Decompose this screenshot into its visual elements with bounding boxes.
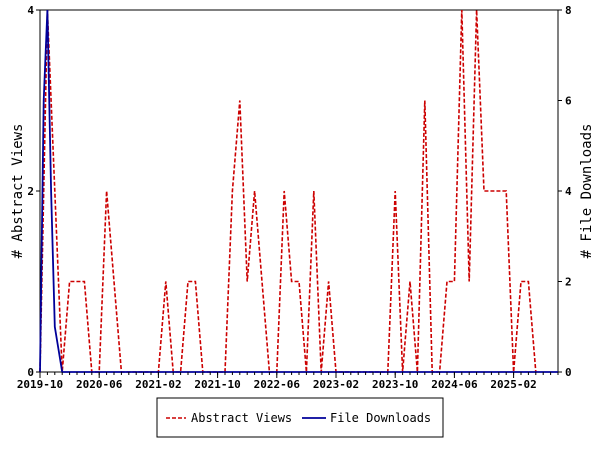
x-tick-label: 2021-10 <box>194 378 240 391</box>
y-right-tick-label: 8 <box>565 4 572 17</box>
x-tick-label: 2021-02 <box>135 378 181 391</box>
y-right-tick-label: 4 <box>565 185 572 198</box>
x-tick-label: 2019-10 <box>17 378 63 391</box>
x-tick-label: 2023-10 <box>372 378 418 391</box>
y-left-tick-label: 0 <box>27 366 34 379</box>
y-right-tick-label: 2 <box>565 276 572 289</box>
axes-layer: 0 2 4 0 2 4 6 8 2019-10 2020-06 2021-02 2021-10 2022… <box>10 4 595 391</box>
legend-label-abstract-views: Abstract Views <box>191 411 292 425</box>
x-tick-label: 2023-02 <box>313 378 359 391</box>
x-tick-label: 2020-06 <box>76 378 123 391</box>
y-left-tick-label: 2 <box>27 185 34 198</box>
y-left-axis-title: # Abstract Views <box>10 124 26 259</box>
legend: Abstract Views File Downloads <box>156 397 444 438</box>
y-right-tick-label: 6 <box>565 95 572 108</box>
x-tick-label: 2025-02 <box>490 378 536 391</box>
legend-label-file-downloads: File Downloads <box>330 411 431 425</box>
y-right-axis-title: # File Downloads <box>579 124 595 259</box>
legend-box <box>156 397 444 438</box>
y-left-tick-label: 4 <box>27 4 34 17</box>
y-right-tick-label: 0 <box>565 366 572 379</box>
x-tick-label: 2024-06 <box>431 378 478 391</box>
x-tick-label: 2022-06 <box>254 378 301 391</box>
